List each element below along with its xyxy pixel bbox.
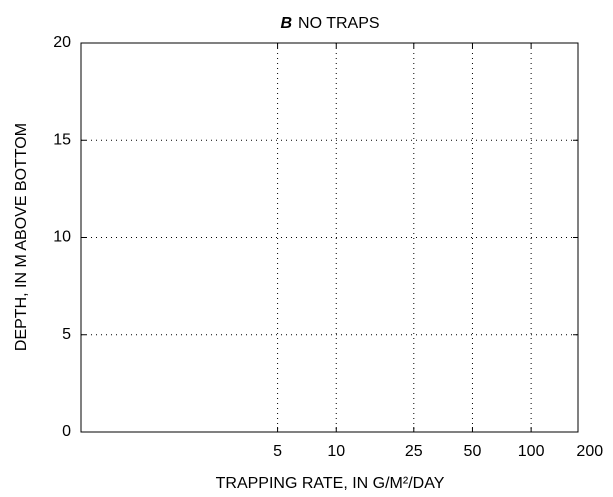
x-tick-label: 200 bbox=[576, 443, 603, 460]
panel-letter: B bbox=[280, 15, 292, 32]
x-axis-label: TRAPPING RATE, IN G/M²/DAY bbox=[216, 475, 445, 492]
x-tick-label: 5 bbox=[273, 443, 282, 460]
chart-title-group: B NO TRAPS bbox=[280, 15, 379, 32]
x-tick-label: 25 bbox=[405, 443, 423, 460]
y-tick-label: 10 bbox=[53, 229, 71, 246]
x-tick-label: 100 bbox=[518, 443, 545, 460]
y-tick-label: 0 bbox=[62, 423, 71, 440]
plot-frame bbox=[80, 42, 579, 433]
x-tick-label: 10 bbox=[327, 443, 345, 460]
chart-title: NO TRAPS bbox=[298, 15, 380, 32]
y-tick-label: 20 bbox=[53, 34, 71, 51]
y-axis-label: DEPTH, IN M ABOVE BOTTOM bbox=[13, 123, 30, 351]
y-tick-label: 5 bbox=[62, 326, 71, 343]
x-tick-label: 50 bbox=[464, 443, 482, 460]
y-tick-label: 15 bbox=[53, 131, 71, 148]
